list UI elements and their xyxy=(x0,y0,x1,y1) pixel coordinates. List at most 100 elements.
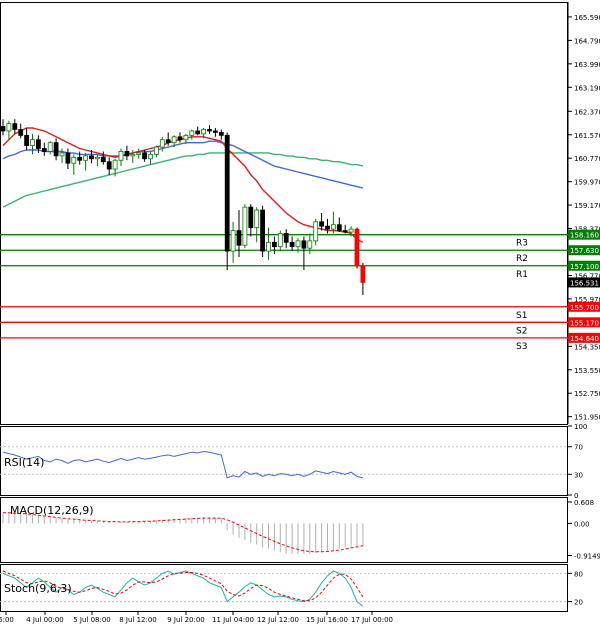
candle-body xyxy=(1,127,5,131)
price-tick-label: 163.190 xyxy=(574,84,600,92)
pivot-price-tag-label: 158.160 xyxy=(570,232,599,240)
candle-body xyxy=(202,129,206,133)
candle-body xyxy=(361,266,365,283)
candle-body xyxy=(72,157,76,163)
candle-body xyxy=(349,229,353,232)
rsi-tick-label: 30 xyxy=(574,471,583,479)
candle-body xyxy=(13,124,17,130)
candle-body xyxy=(255,210,259,228)
pivot-level-name: S2 xyxy=(516,326,527,336)
candle-body xyxy=(231,231,235,252)
candle-body xyxy=(219,132,223,135)
stoch-title: Stoch(9,6,3) xyxy=(4,582,72,595)
candle-body xyxy=(166,140,170,143)
candle-body xyxy=(213,131,217,132)
candle-body xyxy=(42,149,46,152)
x-tick-label: 17 Jul 00:00 xyxy=(351,616,393,624)
candle-body xyxy=(7,124,11,131)
candle-body xyxy=(190,131,194,135)
candle-body xyxy=(237,231,241,246)
candle-body xyxy=(48,143,52,152)
x-tick-label: 9 Jul 20:00 xyxy=(167,616,205,624)
rsi-tick-label: 100 xyxy=(574,423,587,431)
candle-body xyxy=(208,129,212,130)
price-tick-label: 154.350 xyxy=(574,343,600,351)
pivot-price-tag-label: 154.640 xyxy=(570,335,599,343)
x-tick-label: 8 Jul 12:00 xyxy=(119,616,157,624)
rsi-title: RSI(14) xyxy=(4,456,44,469)
candle-body xyxy=(160,140,164,147)
price-tick-label: 151.950 xyxy=(574,414,600,422)
pivot-price-tag-label: 155.170 xyxy=(570,319,599,327)
candle-body xyxy=(184,135,188,139)
price-tick-label: 165.590 xyxy=(574,14,600,22)
candle-body xyxy=(60,153,64,156)
pivot-price-tag-label: 157.100 xyxy=(570,263,599,271)
x-tick-label: 5 Jul 08:00 xyxy=(73,616,111,624)
price-tick-label: 163.990 xyxy=(574,61,600,69)
candle-body xyxy=(25,135,29,145)
candle-body xyxy=(78,157,82,160)
candle-body xyxy=(54,143,58,156)
candle-body xyxy=(308,241,312,248)
x-tick-label: 12 Jul 12:00 xyxy=(257,616,299,624)
price-tick-label: 159.170 xyxy=(574,202,600,210)
candle-body xyxy=(172,137,176,143)
price-tick-label: 162.370 xyxy=(574,108,600,116)
candle-body xyxy=(36,140,40,149)
candle-body xyxy=(178,137,182,140)
macd-tick-label: -0.9149 xyxy=(574,552,600,560)
pivot-level-name: S3 xyxy=(516,342,527,352)
candle-body xyxy=(355,229,359,266)
candle-body xyxy=(278,234,282,247)
price-tick-label: 153.550 xyxy=(574,367,600,375)
price-tick-label: 161.570 xyxy=(574,132,600,140)
pivot-level-name: S1 xyxy=(516,311,527,321)
candle-body xyxy=(331,225,335,229)
candle-body xyxy=(284,234,288,243)
candle-body xyxy=(337,225,341,231)
candle-body xyxy=(84,156,88,160)
candle-body xyxy=(272,242,276,246)
x-tick-label: 15 Jul 16:00 xyxy=(306,616,348,624)
pivot-price-tag-label: 155.700 xyxy=(570,304,599,312)
candle-body xyxy=(31,140,35,146)
x-tick-label: 11 Jul 04:00 xyxy=(212,616,254,624)
macd-tick-label: 0.608 xyxy=(574,499,594,507)
candle-body xyxy=(66,153,70,163)
x-tick-label: 4 Jul 00:00 xyxy=(26,616,64,624)
candle-body xyxy=(137,153,141,154)
x-tick-label: 6:00 xyxy=(0,616,14,624)
current-price-label: 156.531 xyxy=(570,279,599,287)
price-tick-label: 152.750 xyxy=(574,390,600,398)
pivot-level-name: R1 xyxy=(516,270,528,280)
candle-body xyxy=(261,210,265,251)
candle-body xyxy=(296,241,300,247)
price-tick-label: 164.790 xyxy=(574,37,600,45)
candle-body xyxy=(131,154,135,155)
stoch-tick-label: 20 xyxy=(574,599,583,607)
candle-body xyxy=(113,160,117,169)
candle-body xyxy=(119,151,123,160)
pivot-level-name: R2 xyxy=(516,254,528,264)
pivot-level-name: R3 xyxy=(516,239,528,249)
stoch-tick-label: 80 xyxy=(574,570,583,578)
candle-body xyxy=(302,241,306,248)
candle-body xyxy=(343,231,347,232)
candle-body xyxy=(107,162,111,169)
candle-body xyxy=(326,226,330,229)
price-tick-label: 159.970 xyxy=(574,179,600,187)
candle-body xyxy=(314,222,318,241)
price-tick-label: 160.770 xyxy=(574,155,600,163)
candle-body xyxy=(143,153,147,159)
candle-body xyxy=(101,157,105,161)
candle-body xyxy=(19,129,23,135)
candle-body xyxy=(196,131,200,134)
rsi-tick-label: 70 xyxy=(574,444,583,452)
candle-body xyxy=(243,207,247,245)
candle-body xyxy=(95,157,99,158)
macd-title: MACD(12,26,9) xyxy=(10,504,94,517)
